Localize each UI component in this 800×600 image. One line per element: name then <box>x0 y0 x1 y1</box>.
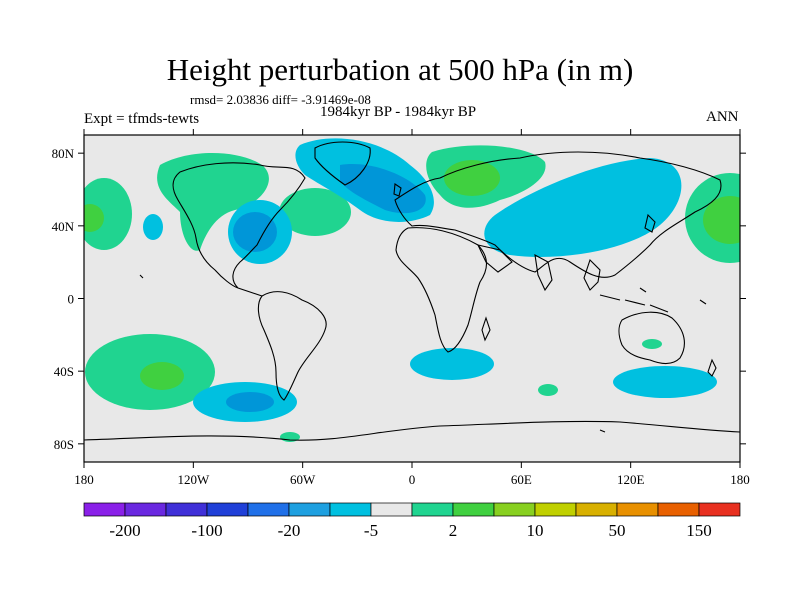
latitude-ticks: 80N 40N 0 40S 80S <box>52 146 746 452</box>
anomaly-pos-tasman <box>642 339 662 349</box>
lat-tick-label: 40N <box>52 219 75 234</box>
coast-greenland <box>314 141 371 186</box>
anomaly-pos-npacific-west <box>84 178 132 250</box>
coast-africa <box>395 227 488 353</box>
coast-japan <box>644 213 656 233</box>
anomaly-neg-greenland-atlantic-core <box>340 164 426 214</box>
coast-australia <box>618 311 685 365</box>
coast-india <box>534 253 553 292</box>
rmsd-diff-stats: rmsd= 2.03836 diff= -3.91469e-08 <box>190 92 371 107</box>
colorbar-swatch <box>534 502 577 517</box>
colorbar-label: 50 <box>609 521 626 540</box>
lon-tick-label: 120W <box>177 472 210 487</box>
colorbar-label: -20 <box>278 521 301 540</box>
coast-antarctica <box>84 420 740 441</box>
anomaly-pos-south-pacific-core <box>140 362 184 390</box>
lat-tick-label: 80N <box>52 146 75 161</box>
colorbar: -200 -100 -20 -5 2 10 50 150 <box>83 502 741 540</box>
colorbar-label: 150 <box>686 521 712 540</box>
anomaly-neg-mid-pacific <box>143 214 163 240</box>
longitude-ticks: 180 120W 60W 0 60E 120E 180 <box>74 129 750 487</box>
coast-islands <box>139 274 707 433</box>
coast-arabia <box>477 244 513 273</box>
colorbar-label: -5 <box>364 521 378 540</box>
colorbar-swatch <box>493 502 536 517</box>
coast-new-zealand <box>707 358 717 377</box>
anomaly-pos-north-america <box>157 152 269 251</box>
lon-tick-label: 120E <box>617 472 645 487</box>
anomaly-pos-north-atlantic <box>279 188 351 236</box>
colorbar-swatch <box>411 502 454 517</box>
coastlines <box>84 141 740 441</box>
coast-southeast-asia <box>583 258 601 291</box>
colorbar-label: 10 <box>527 521 544 540</box>
colorbar-swatch <box>657 502 700 517</box>
anomaly-neg-south-america-core <box>226 392 274 412</box>
lat-tick-label: 40S <box>54 364 74 379</box>
coast-north-america <box>172 162 306 289</box>
anomaly-neg-south-atlantic <box>410 348 494 380</box>
anomaly-pos-npacific-west-core <box>84 204 104 232</box>
colorbar-swatch <box>247 502 290 517</box>
period-label: 1984kyr BP - 1984kyr BP <box>320 104 477 120</box>
coast-indonesia <box>599 294 669 313</box>
colorbar-label: 2 <box>449 521 458 540</box>
anomaly-neg-north-america-core <box>233 212 277 252</box>
anomaly-pos-siberia-core <box>444 160 500 196</box>
anomaly-pos-npacific-east-core <box>703 196 740 244</box>
lat-tick-label: 0 <box>68 292 75 307</box>
colorbar-label: -100 <box>191 521 222 540</box>
colorbar-swatch <box>206 502 249 517</box>
coast-south-america <box>257 291 327 401</box>
lon-tick-label: 180 <box>74 472 94 487</box>
lon-tick-label: 180 <box>730 472 750 487</box>
experiment-label: Expt = tfmds-tewts <box>84 111 200 127</box>
lon-tick-label: 60E <box>511 472 532 487</box>
colorbar-swatch <box>329 502 372 517</box>
colorbar-swatch <box>165 502 208 517</box>
colorbar-swatch <box>83 502 126 517</box>
coast-europe-asia <box>394 151 722 278</box>
colorbar-swatch <box>616 502 659 517</box>
anomaly-neg-eurasia <box>484 158 682 257</box>
coast-central-america <box>237 287 263 297</box>
colorbar-swatch <box>698 502 741 517</box>
anomaly-neg-south-indian <box>613 366 717 398</box>
lat-tick-label: 80S <box>54 437 74 452</box>
colorbar-swatch <box>124 502 167 517</box>
lon-tick-label: 60W <box>290 472 316 487</box>
lon-tick-label: 0 <box>409 472 416 487</box>
colorbar-swatch <box>370 502 413 517</box>
coast-uk <box>393 183 402 197</box>
colorbar-swatch <box>575 502 618 517</box>
colorbar-swatch <box>288 502 331 517</box>
season-label: ANN <box>706 109 739 125</box>
plot-title: Height perturbation at 500 hPa (in m) <box>166 52 634 87</box>
colorbar-swatch <box>452 502 495 517</box>
coast-madagascar <box>481 316 491 342</box>
anomaly-shading <box>84 138 740 442</box>
colorbar-label: -200 <box>109 521 140 540</box>
anomaly-pos-south-indian <box>538 384 558 396</box>
